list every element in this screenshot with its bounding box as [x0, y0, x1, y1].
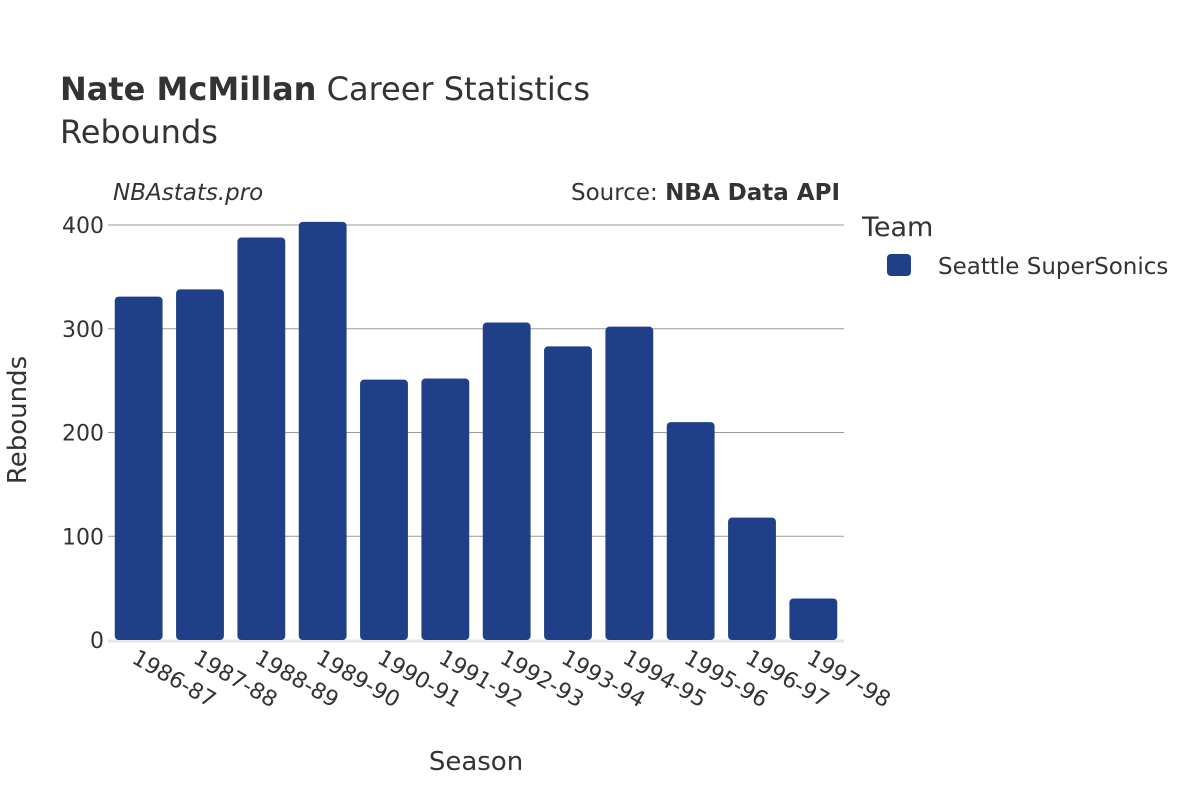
bar-1991-92[interactable]	[421, 378, 470, 640]
source-name: NBA Data API	[665, 180, 840, 206]
bar-1989-90[interactable]	[298, 221, 347, 640]
chart-title: Nate McMillan Career Statistics	[60, 70, 590, 108]
bar-1993-94[interactable]	[544, 346, 592, 640]
y-tick-label: 300	[62, 318, 104, 343]
y-axis-title: Rebounds	[3, 356, 33, 484]
legend: Seattle SuperSonics	[887, 254, 1168, 280]
y-tick-label: 200	[62, 422, 104, 447]
bar-1987-88[interactable]	[176, 289, 224, 640]
source-credit: Source: NBA Data API	[571, 180, 840, 206]
chart-subtitle: Rebounds	[60, 113, 218, 151]
bar-1992-93[interactable]	[482, 322, 531, 640]
source-prefix: Source:	[571, 180, 665, 206]
bar-1997-98[interactable]	[789, 598, 838, 641]
legend-title: Team	[861, 212, 933, 243]
bars	[114, 221, 838, 641]
y-tick-label: 0	[90, 629, 104, 654]
y-tick-label: 100	[62, 525, 104, 550]
x-axis-title: Season	[429, 747, 523, 777]
legend-swatch	[887, 254, 911, 276]
bar-1994-95[interactable]	[605, 326, 654, 640]
chart-title-rest: Career Statistics	[316, 70, 590, 108]
chart-title-player: Nate McMillan	[60, 70, 316, 108]
bar-1986-87[interactable]	[114, 296, 163, 640]
bar-1996-97[interactable]	[728, 517, 776, 640]
bar-1990-91[interactable]	[360, 379, 408, 640]
watermark: NBAstats.pro	[113, 180, 263, 206]
y-axis-ticks: 0 100 200 300 400	[62, 214, 104, 654]
y-tick-label: 400	[62, 214, 104, 239]
bar-1995-96[interactable]	[666, 422, 715, 640]
x-axis-ticks: 1986-871987-881988-891989-901990-911991-…	[128, 646, 895, 714]
bar-1988-89[interactable]	[237, 237, 286, 640]
grid-lines	[108, 224, 844, 643]
legend-label: Seattle SuperSonics	[938, 254, 1168, 280]
